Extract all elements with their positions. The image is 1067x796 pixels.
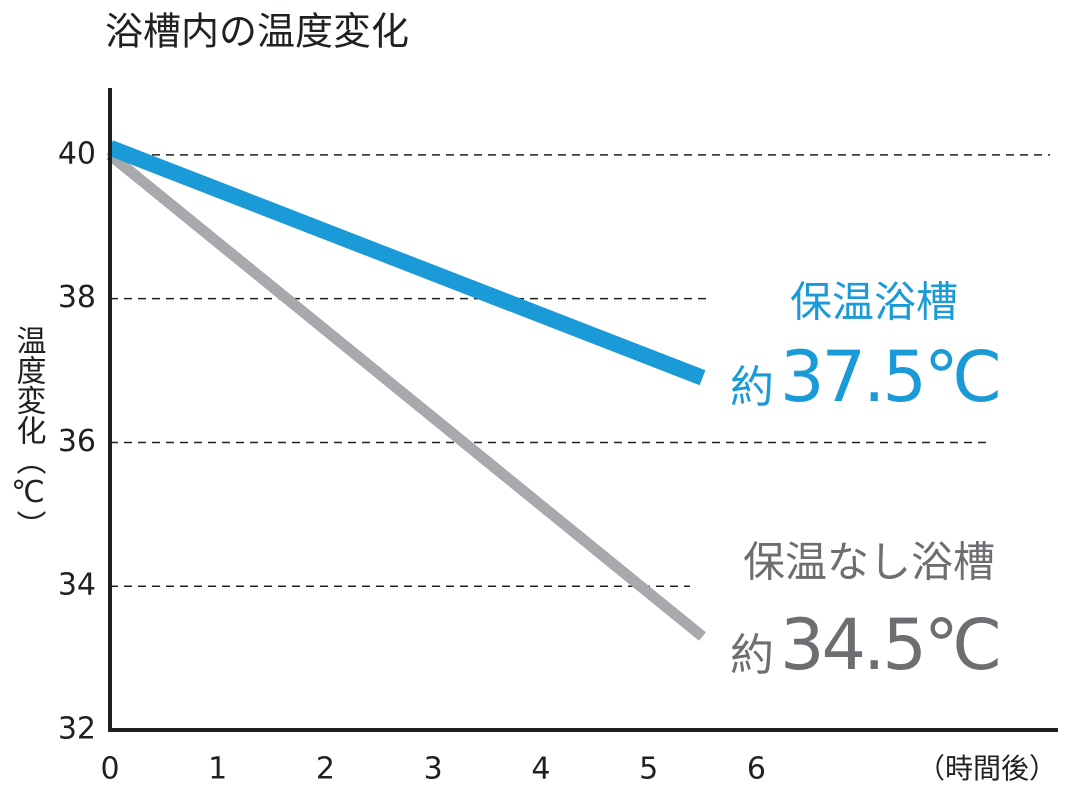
y-tick-label: 34 [58, 568, 96, 603]
y-tick-label: 32 [58, 712, 96, 747]
annotation-value: 34.5℃ [780, 604, 999, 686]
x-tick-label: 1 [208, 752, 227, 787]
annotation-value: 37.5℃ [780, 336, 999, 418]
x-tick-label: 5 [639, 752, 658, 787]
annotation-prefix: 約 [730, 362, 774, 413]
x-tick-label: 3 [424, 752, 443, 787]
annotation-prefix: 約 [730, 630, 774, 681]
y-axis-label: 温度変化（℃） [11, 325, 47, 540]
legend-label: 保温浴槽 [790, 278, 958, 327]
y-tick-label: 36 [58, 424, 96, 459]
x-tick-label: 6 [747, 752, 766, 787]
x-tick-label: 0 [100, 752, 119, 787]
x-tick-label: 4 [531, 752, 550, 787]
x-axis-label: （時間後） [917, 752, 1057, 785]
chart-title: 浴槽内の温度変化 [105, 10, 409, 54]
series-line [106, 150, 706, 641]
legend-label: 保温なし浴槽 [743, 538, 995, 587]
y-tick-label: 40 [58, 136, 96, 171]
x-tick-label: 2 [316, 752, 335, 787]
y-tick-label: 38 [58, 280, 96, 315]
series-line [107, 140, 706, 386]
